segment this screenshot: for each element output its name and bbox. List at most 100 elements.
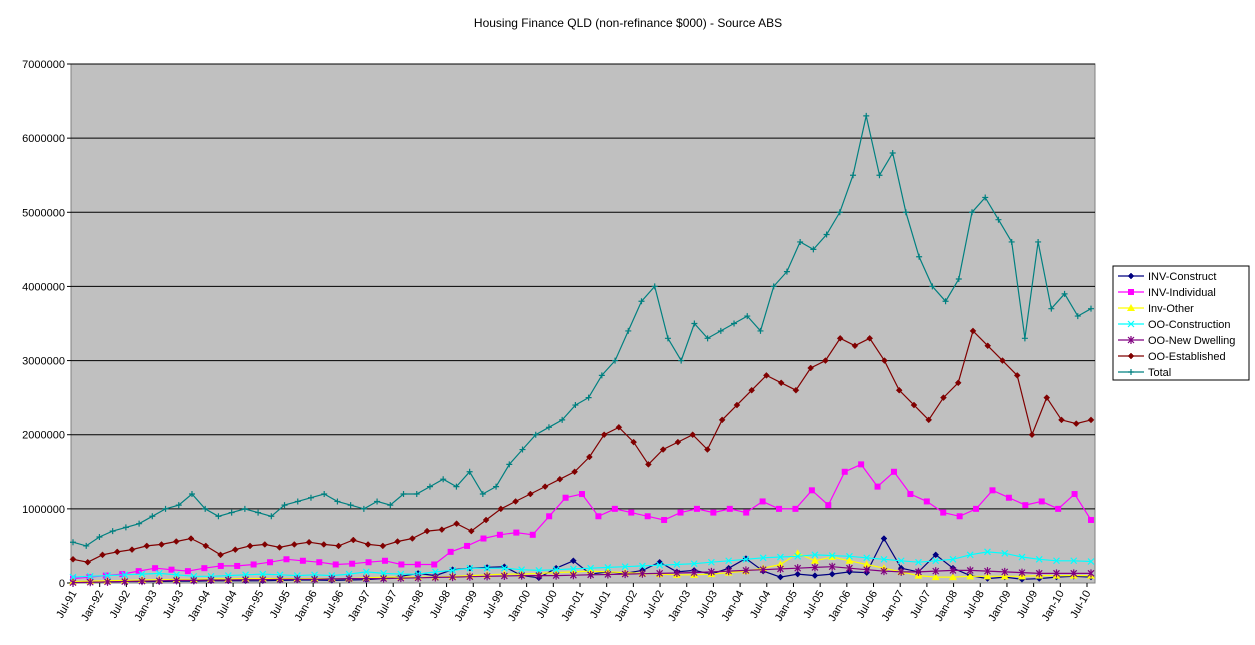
data-point [345,574,353,583]
data-point [380,569,388,577]
data-point [823,231,830,238]
data-point [969,209,976,216]
data-point [628,509,635,516]
data-point [929,283,936,290]
data-point [598,372,605,379]
y-tick-label: 5000000 [22,207,65,219]
data-point [255,509,262,516]
data-point [794,570,802,578]
data-point [387,502,394,509]
data-point [858,461,865,468]
data-point [332,561,339,568]
data-point [625,327,632,334]
data-point [400,491,407,498]
data-point [931,573,940,581]
data-point [744,313,751,320]
data-point [184,568,191,575]
data-point [483,564,491,572]
x-tick-label: Jul-94 [214,589,239,621]
series-total [70,112,1094,549]
data-point [559,416,566,423]
data-point [822,357,829,364]
data-point [1043,394,1051,401]
data-point [704,446,711,453]
data-point [612,357,619,364]
data-point [895,386,903,394]
x-tick-label: Jul-92 [108,589,133,621]
data-point [704,335,711,342]
x-tick-label: Jan-00 [506,589,533,624]
data-point [863,554,871,562]
data-point [836,334,844,342]
data-point [1018,553,1026,561]
x-tick-label: Jan-03 [666,589,693,624]
data-point [1022,502,1029,509]
x-tick-label: Jan-92 [79,589,106,624]
data-point [651,283,658,290]
data-point [638,562,646,570]
data-point [449,573,457,582]
x-tick-label: Jan-09 [986,589,1013,624]
data-point [902,209,909,216]
data-point [621,570,629,579]
data-point [748,386,756,394]
series-oo-construction [69,548,1095,581]
data-point [379,542,387,550]
data-point [707,567,715,576]
data-point [467,527,475,535]
data-point [907,491,914,498]
data-point [374,498,381,505]
data-point [718,416,726,424]
x-tick-label: Jul-07 [908,589,933,621]
data-point [776,560,785,568]
data-point [1087,569,1095,578]
series-oo-established [69,327,1095,566]
data-point [759,554,767,562]
data-point [776,564,784,573]
data-point [1087,416,1095,424]
data-point [966,572,975,580]
x-tick-label: Jan-93 [132,589,159,624]
data-point [984,548,991,556]
data-point [96,534,103,541]
data-point [717,327,724,334]
data-point [259,570,267,578]
data-point [283,556,290,563]
x-tick-label: Jan-06 [826,589,853,624]
data-point [969,327,977,335]
data-point [99,551,106,559]
data-point [677,509,684,516]
data-point [828,562,836,571]
legend-box [1112,265,1250,381]
data-point [1048,305,1055,312]
data-point [956,513,963,520]
data-point [328,574,336,583]
data-point [725,567,733,576]
data-point [863,112,870,119]
data-point [776,553,784,561]
x-tick-label: Jan-96 [293,589,320,624]
data-point [763,372,770,379]
data-point [69,573,77,581]
data-point [466,564,474,572]
data-point [320,541,328,548]
data-point [69,555,77,563]
data-point [290,541,298,548]
data-point [86,572,94,580]
data-point [910,401,918,409]
legend-item: Total [1118,367,1171,379]
data-point [586,453,593,461]
x-tick-label: Jul-06 [855,589,880,621]
data-point [1018,568,1026,577]
data-point [661,516,668,523]
data-point [261,541,269,548]
data-point [916,253,923,260]
legend-marker [1128,369,1134,375]
data-point [224,576,232,585]
data-point [949,566,957,575]
data-point [954,379,962,387]
data-point [552,566,560,574]
data-point [1038,498,1045,505]
data-point [757,327,764,334]
data-point [162,505,169,512]
